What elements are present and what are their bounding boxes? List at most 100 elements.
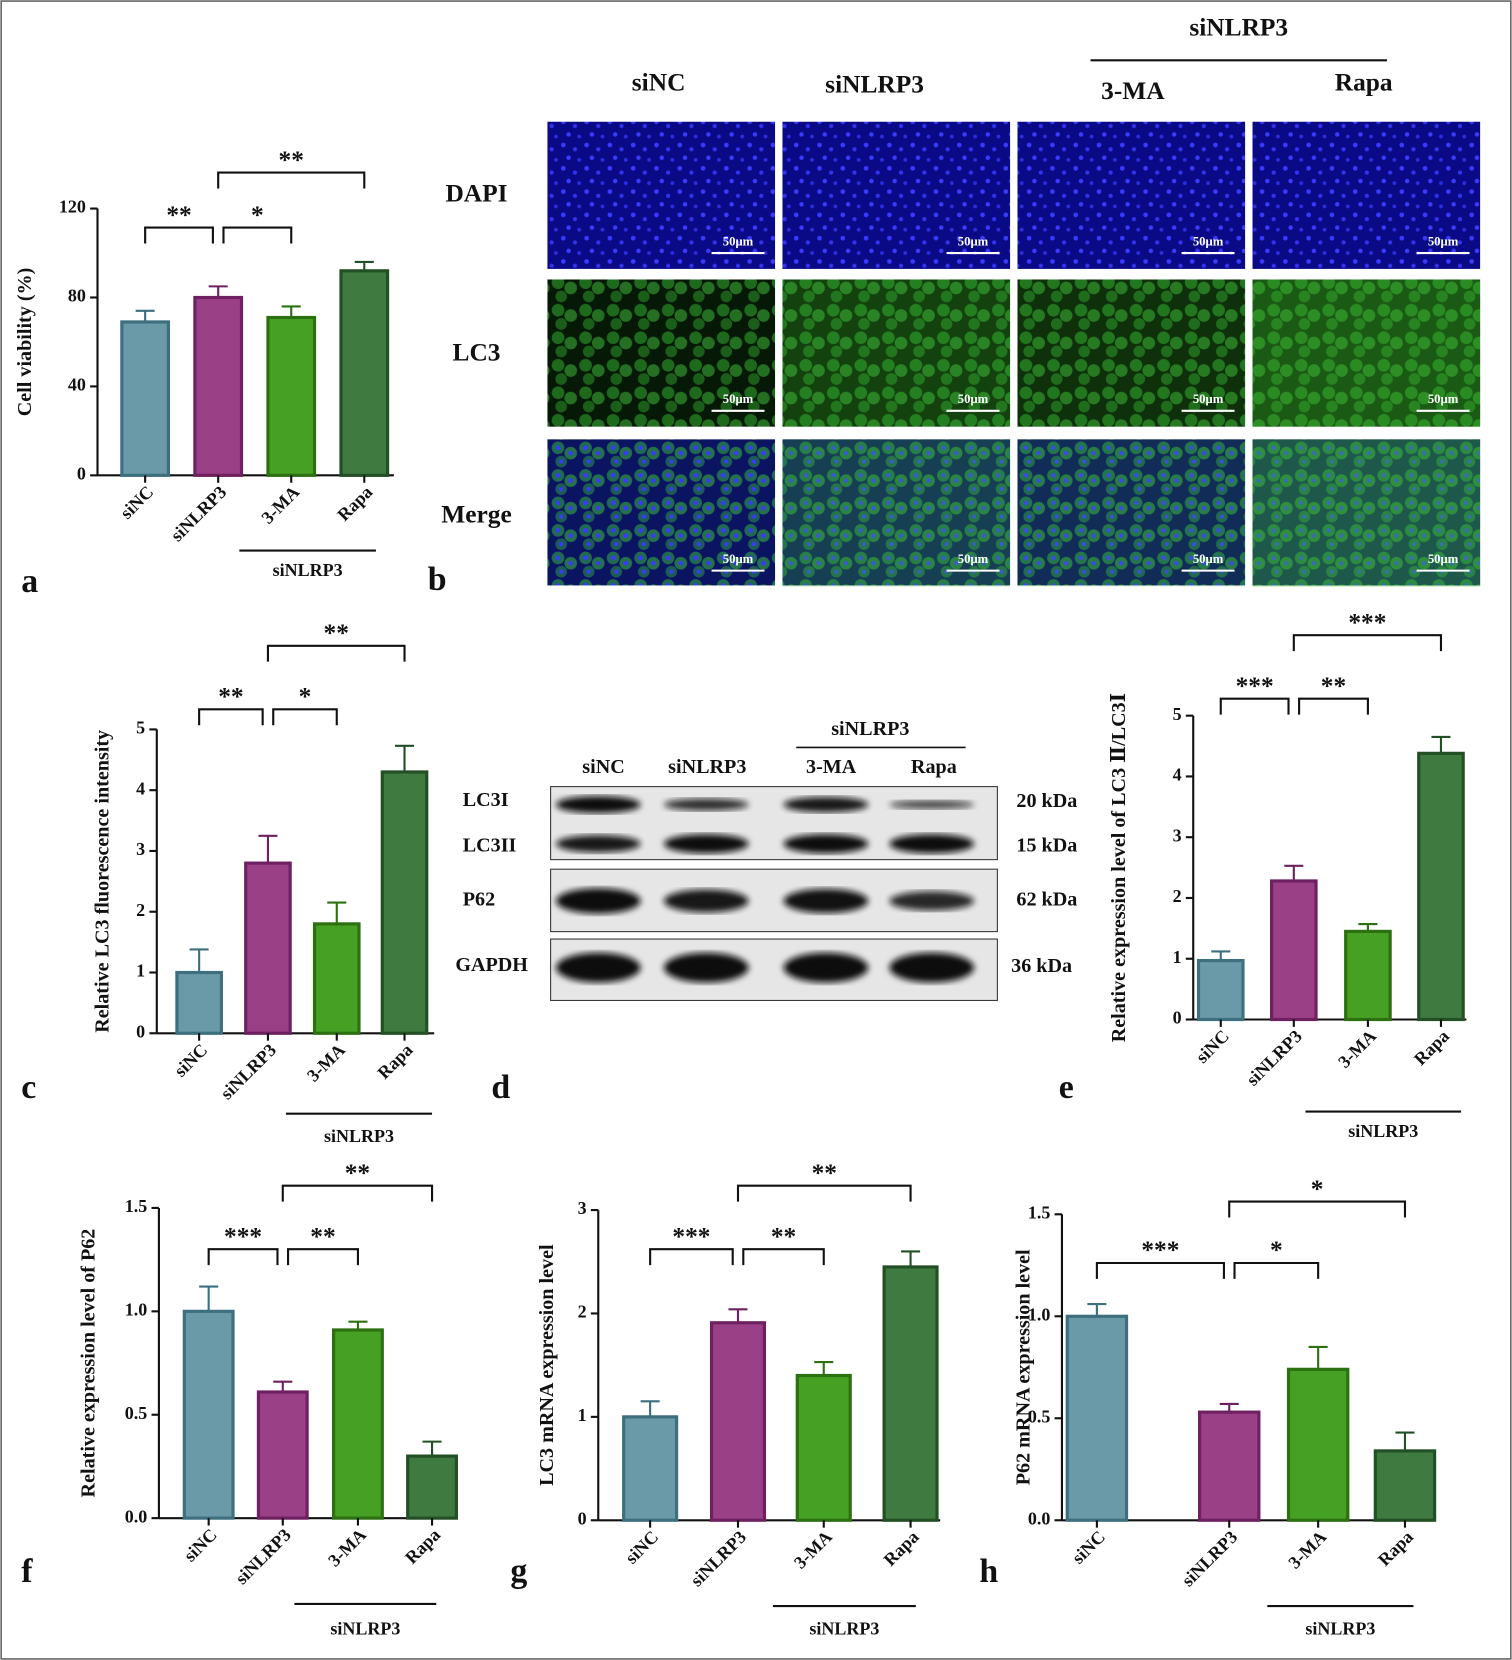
column-label: siNLRP3 bbox=[825, 71, 924, 99]
scale-bar-label: 50μm bbox=[1428, 234, 1459, 248]
size-label: 36 kDa bbox=[1011, 955, 1072, 977]
significance-bracket bbox=[198, 708, 264, 726]
blot-band bbox=[889, 891, 975, 911]
panel-letter: c bbox=[21, 1069, 36, 1106]
significance-bracket bbox=[649, 1248, 734, 1266]
significance-bracket bbox=[736, 1184, 912, 1202]
band-label: P62 bbox=[463, 889, 495, 911]
y-tick-label: 0 bbox=[578, 1508, 587, 1528]
micrograph bbox=[782, 439, 1011, 586]
significance-label: ** bbox=[218, 683, 243, 711]
group-label: siNLRP3 bbox=[831, 718, 909, 740]
y-axis-label: LC3 mRNA expression level bbox=[536, 1244, 558, 1486]
micrograph-glow bbox=[1252, 439, 1481, 587]
scale-bar-label: 50μm bbox=[958, 392, 989, 406]
significance-bracket bbox=[1233, 1261, 1320, 1279]
bar bbox=[406, 1454, 458, 1520]
blot-band bbox=[555, 952, 641, 983]
blot-band bbox=[783, 888, 869, 913]
bar bbox=[182, 1309, 235, 1520]
significance-label: *** bbox=[672, 1222, 710, 1250]
bar bbox=[795, 1373, 852, 1522]
group-label: siNLRP3 bbox=[330, 1618, 400, 1638]
blot-band bbox=[889, 800, 975, 809]
micrograph bbox=[547, 121, 776, 269]
y-tick-label: 1 bbox=[1173, 947, 1182, 967]
y-tick-label: 0.5 bbox=[1028, 1406, 1050, 1426]
group-label: siNLRP3 bbox=[809, 1618, 879, 1638]
significance-label: ** bbox=[310, 1222, 335, 1250]
scale-bar-label: 50μm bbox=[723, 234, 754, 248]
micrograph bbox=[547, 279, 776, 427]
significance-bracket bbox=[281, 1184, 434, 1202]
lane-label: siNLRP3 bbox=[668, 756, 746, 778]
significance-bracket bbox=[266, 644, 406, 662]
y-tick-label: 5 bbox=[1173, 704, 1182, 724]
bar bbox=[1344, 929, 1392, 1022]
scale-bar-label: 50μm bbox=[958, 552, 989, 566]
scale-bar-label: 50μm bbox=[958, 234, 989, 248]
blot-band bbox=[663, 834, 749, 854]
y-axis-label: Relative expression level of LC3 Ⅱ/LC3Ⅰ bbox=[1108, 693, 1130, 1042]
lane-label: Rapa bbox=[911, 756, 957, 778]
significance-bracket bbox=[144, 226, 214, 244]
significance-bracket bbox=[1228, 1200, 1407, 1218]
significance-label: * bbox=[251, 201, 264, 229]
group-label: siNLRP3 bbox=[1348, 1121, 1418, 1141]
group-label: siNLRP3 bbox=[1189, 13, 1288, 41]
y-tick-label: 80 bbox=[68, 286, 86, 306]
bar bbox=[1373, 1449, 1437, 1522]
panel-letter: b bbox=[428, 561, 447, 598]
row-label: DAPI bbox=[445, 180, 507, 208]
size-label: 62 kDa bbox=[1016, 889, 1077, 911]
blot-band bbox=[783, 952, 869, 983]
group-label: siNLRP3 bbox=[1305, 1618, 1375, 1638]
bar bbox=[1286, 1367, 1350, 1522]
significance-label: ** bbox=[324, 619, 349, 647]
bar bbox=[1196, 958, 1245, 1022]
significance-bracket bbox=[1298, 697, 1369, 715]
y-tick-label: 4 bbox=[1173, 765, 1182, 785]
significance-label: *** bbox=[224, 1222, 262, 1250]
blot-band bbox=[663, 798, 749, 811]
micrograph bbox=[1252, 279, 1481, 427]
size-label: 15 kDa bbox=[1016, 835, 1077, 857]
blot-band bbox=[663, 952, 749, 983]
bar bbox=[312, 922, 361, 1035]
blot-band bbox=[555, 888, 641, 914]
bar bbox=[882, 1265, 939, 1522]
micrograph-glow bbox=[782, 279, 1011, 427]
micrograph-glow bbox=[1017, 439, 1246, 587]
significance-label: * bbox=[1270, 1236, 1283, 1264]
scale-bar-label: 50μm bbox=[1193, 552, 1224, 566]
panel-letter: f bbox=[21, 1553, 33, 1590]
bar bbox=[193, 295, 244, 477]
band-label: LC3II bbox=[463, 835, 517, 857]
significance-bracket bbox=[207, 1248, 279, 1266]
panel-letter: g bbox=[510, 1553, 527, 1590]
y-tick-label: 0 bbox=[1173, 1008, 1182, 1028]
scale-bar-label: 50μm bbox=[1193, 392, 1224, 406]
y-tick-label: 1.0 bbox=[125, 1299, 147, 1319]
micrograph bbox=[782, 279, 1011, 427]
scale-bar-label: 50μm bbox=[1428, 392, 1459, 406]
y-tick-label: 3 bbox=[578, 1198, 587, 1218]
significance-label: *** bbox=[1348, 608, 1386, 636]
bar bbox=[256, 1390, 309, 1520]
micrograph bbox=[1017, 121, 1246, 269]
y-axis-label: Relative LC3 fluorescence intensity bbox=[91, 730, 113, 1033]
bar bbox=[244, 861, 292, 1035]
group-label: siNLRP3 bbox=[273, 560, 343, 580]
micrograph bbox=[547, 439, 776, 586]
scale-bar-label: 50μm bbox=[1428, 552, 1459, 566]
micrograph bbox=[1017, 439, 1246, 586]
group-label: siNLRP3 bbox=[324, 1126, 394, 1146]
scale-bar-label: 50μm bbox=[723, 392, 754, 406]
y-tick-label: 40 bbox=[68, 375, 86, 395]
y-tick-label: 0.5 bbox=[125, 1403, 147, 1423]
y-axis-label: P62 mRNA expression level bbox=[1013, 1249, 1035, 1485]
blot-band bbox=[889, 834, 975, 854]
bar bbox=[266, 315, 317, 477]
bar bbox=[1269, 879, 1318, 1022]
